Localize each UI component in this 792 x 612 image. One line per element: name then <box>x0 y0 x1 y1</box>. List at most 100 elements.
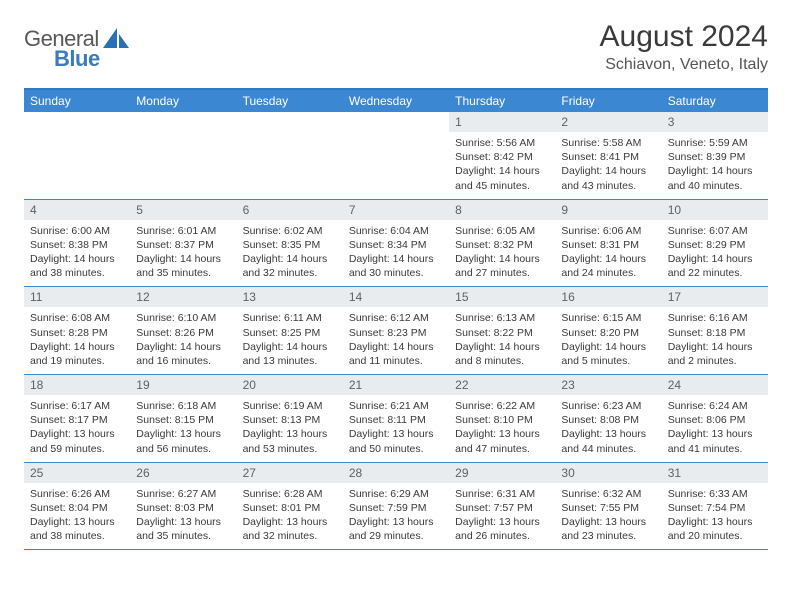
day-header-row: Sunday Monday Tuesday Wednesday Thursday… <box>24 90 768 112</box>
daylight-text: Daylight: 14 hours and 35 minutes. <box>136 252 230 280</box>
calendar-cell: 7Sunrise: 6:04 AMSunset: 8:34 PMDaylight… <box>343 200 449 287</box>
sunrise-text: Sunrise: 6:02 AM <box>243 224 337 238</box>
daylight-text: Daylight: 14 hours and 24 minutes. <box>561 252 655 280</box>
sunrise-text: Sunrise: 6:23 AM <box>561 399 655 413</box>
daylight-text: Daylight: 14 hours and 40 minutes. <box>668 164 762 192</box>
day-detail: Sunrise: 6:32 AMSunset: 7:55 PMDaylight:… <box>555 483 661 550</box>
sunset-text: Sunset: 8:32 PM <box>455 238 549 252</box>
sunset-text: Sunset: 8:41 PM <box>561 150 655 164</box>
sunset-text: Sunset: 7:59 PM <box>349 501 443 515</box>
calendar-cell: 17Sunrise: 6:16 AMSunset: 8:18 PMDayligh… <box>662 287 768 374</box>
day-number: 3 <box>662 112 768 132</box>
daylight-text: Daylight: 14 hours and 11 minutes. <box>349 340 443 368</box>
sunrise-text: Sunrise: 6:22 AM <box>455 399 549 413</box>
day-detail: Sunrise: 6:27 AMSunset: 8:03 PMDaylight:… <box>130 483 236 550</box>
week-row: 11Sunrise: 6:08 AMSunset: 8:28 PMDayligh… <box>24 287 768 375</box>
day-number: 30 <box>555 463 661 483</box>
day-number: 4 <box>24 200 130 220</box>
calendar-cell: 21Sunrise: 6:21 AMSunset: 8:11 PMDayligh… <box>343 375 449 462</box>
day-number: 9 <box>555 200 661 220</box>
calendar-cell: 5Sunrise: 6:01 AMSunset: 8:37 PMDaylight… <box>130 200 236 287</box>
day-number: 19 <box>130 375 236 395</box>
sunset-text: Sunset: 8:31 PM <box>561 238 655 252</box>
day-detail: Sunrise: 6:24 AMSunset: 8:06 PMDaylight:… <box>662 395 768 462</box>
day-detail: Sunrise: 6:08 AMSunset: 8:28 PMDaylight:… <box>24 307 130 374</box>
sunrise-text: Sunrise: 6:19 AM <box>243 399 337 413</box>
calendar-cell: . <box>237 112 343 199</box>
day-header: Thursday <box>449 90 555 112</box>
calendar-cell: 3Sunrise: 5:59 AMSunset: 8:39 PMDaylight… <box>662 112 768 199</box>
day-number: 22 <box>449 375 555 395</box>
sunset-text: Sunset: 8:29 PM <box>668 238 762 252</box>
day-number: 1 <box>449 112 555 132</box>
day-number: 24 <box>662 375 768 395</box>
day-detail: Sunrise: 6:00 AMSunset: 8:38 PMDaylight:… <box>24 220 130 287</box>
day-detail: Sunrise: 6:31 AMSunset: 7:57 PMDaylight:… <box>449 483 555 550</box>
sunrise-text: Sunrise: 6:16 AM <box>668 311 762 325</box>
day-number: 27 <box>237 463 343 483</box>
sunset-text: Sunset: 7:54 PM <box>668 501 762 515</box>
day-detail: Sunrise: 6:29 AMSunset: 7:59 PMDaylight:… <box>343 483 449 550</box>
header: General August 2024 Schiavon, Veneto, It… <box>24 20 768 74</box>
calendar-cell: 27Sunrise: 6:28 AMSunset: 8:01 PMDayligh… <box>237 463 343 550</box>
calendar-cell: 23Sunrise: 6:23 AMSunset: 8:08 PMDayligh… <box>555 375 661 462</box>
sunset-text: Sunset: 8:13 PM <box>243 413 337 427</box>
daylight-text: Daylight: 14 hours and 2 minutes. <box>668 340 762 368</box>
day-detail: Sunrise: 6:19 AMSunset: 8:13 PMDaylight:… <box>237 395 343 462</box>
sunset-text: Sunset: 8:17 PM <box>30 413 124 427</box>
calendar-cell: 8Sunrise: 6:05 AMSunset: 8:32 PMDaylight… <box>449 200 555 287</box>
daylight-text: Daylight: 14 hours and 5 minutes. <box>561 340 655 368</box>
sunset-text: Sunset: 8:22 PM <box>455 326 549 340</box>
daylight-text: Daylight: 14 hours and 16 minutes. <box>136 340 230 368</box>
logo-line2: Blue <box>26 46 100 72</box>
daylight-text: Daylight: 14 hours and 32 minutes. <box>243 252 337 280</box>
calendar-cell: 12Sunrise: 6:10 AMSunset: 8:26 PMDayligh… <box>130 287 236 374</box>
sunset-text: Sunset: 8:03 PM <box>136 501 230 515</box>
day-number: . <box>237 112 343 132</box>
day-detail: Sunrise: 6:12 AMSunset: 8:23 PMDaylight:… <box>343 307 449 374</box>
day-number: 10 <box>662 200 768 220</box>
daylight-text: Daylight: 13 hours and 41 minutes. <box>668 427 762 455</box>
day-number: 20 <box>237 375 343 395</box>
sunset-text: Sunset: 8:20 PM <box>561 326 655 340</box>
day-number: 6 <box>237 200 343 220</box>
calendar-cell: 18Sunrise: 6:17 AMSunset: 8:17 PMDayligh… <box>24 375 130 462</box>
day-number: . <box>343 112 449 132</box>
daylight-text: Daylight: 13 hours and 26 minutes. <box>455 515 549 543</box>
sunrise-text: Sunrise: 5:56 AM <box>455 136 549 150</box>
sunrise-text: Sunrise: 6:21 AM <box>349 399 443 413</box>
sunrise-text: Sunrise: 6:08 AM <box>30 311 124 325</box>
sunset-text: Sunset: 7:57 PM <box>455 501 549 515</box>
day-detail: Sunrise: 6:01 AMSunset: 8:37 PMDaylight:… <box>130 220 236 287</box>
sunrise-text: Sunrise: 6:11 AM <box>243 311 337 325</box>
day-detail: Sunrise: 6:17 AMSunset: 8:17 PMDaylight:… <box>24 395 130 462</box>
calendar-cell: 9Sunrise: 6:06 AMSunset: 8:31 PMDaylight… <box>555 200 661 287</box>
day-detail: Sunrise: 6:23 AMSunset: 8:08 PMDaylight:… <box>555 395 661 462</box>
sunset-text: Sunset: 8:35 PM <box>243 238 337 252</box>
day-header: Monday <box>130 90 236 112</box>
sunset-text: Sunset: 8:08 PM <box>561 413 655 427</box>
daylight-text: Daylight: 13 hours and 23 minutes. <box>561 515 655 543</box>
calendar-cell: 20Sunrise: 6:19 AMSunset: 8:13 PMDayligh… <box>237 375 343 462</box>
day-number: . <box>24 112 130 132</box>
calendar-cell: 29Sunrise: 6:31 AMSunset: 7:57 PMDayligh… <box>449 463 555 550</box>
daylight-text: Daylight: 14 hours and 13 minutes. <box>243 340 337 368</box>
sunrise-text: Sunrise: 6:00 AM <box>30 224 124 238</box>
daylight-text: Daylight: 13 hours and 35 minutes. <box>136 515 230 543</box>
sunrise-text: Sunrise: 6:01 AM <box>136 224 230 238</box>
calendar-cell: 15Sunrise: 6:13 AMSunset: 8:22 PMDayligh… <box>449 287 555 374</box>
daylight-text: Daylight: 14 hours and 27 minutes. <box>455 252 549 280</box>
day-header: Wednesday <box>343 90 449 112</box>
sunset-text: Sunset: 8:42 PM <box>455 150 549 164</box>
day-number: 11 <box>24 287 130 307</box>
day-number: 8 <box>449 200 555 220</box>
sunrise-text: Sunrise: 6:15 AM <box>561 311 655 325</box>
calendar-cell: 25Sunrise: 6:26 AMSunset: 8:04 PMDayligh… <box>24 463 130 550</box>
calendar-cell: 13Sunrise: 6:11 AMSunset: 8:25 PMDayligh… <box>237 287 343 374</box>
day-number: 13 <box>237 287 343 307</box>
sunset-text: Sunset: 8:18 PM <box>668 326 762 340</box>
sunset-text: Sunset: 8:10 PM <box>455 413 549 427</box>
calendar-cell: . <box>343 112 449 199</box>
daylight-text: Daylight: 14 hours and 43 minutes. <box>561 164 655 192</box>
calendar-cell: 22Sunrise: 6:22 AMSunset: 8:10 PMDayligh… <box>449 375 555 462</box>
